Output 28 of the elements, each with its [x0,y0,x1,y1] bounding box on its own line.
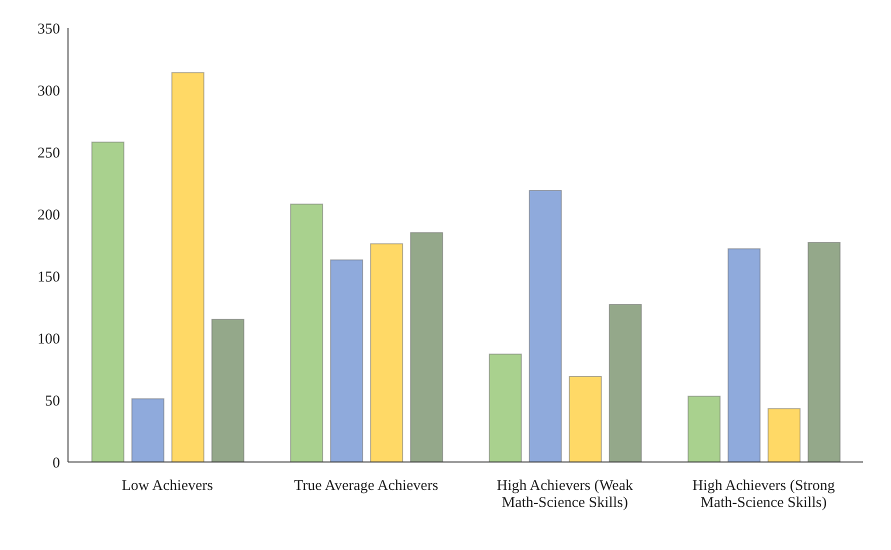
y-tick-label: 50 [45,393,60,410]
bar [528,190,562,462]
bar [728,248,761,462]
bar [688,396,721,462]
y-tick-label: 100 [38,331,60,348]
bar [330,259,364,462]
bar [91,142,124,462]
x-tick-label: True Average Achievers [294,478,438,494]
y-tick-label: 150 [38,269,60,286]
bar [211,318,244,462]
bar [290,204,324,462]
y-tick-label: 350 [38,21,60,38]
bar [131,398,164,462]
bar [608,304,642,462]
y-tick-label: 300 [38,83,60,100]
bar [171,72,204,462]
x-tick-label: High Achievers (Strong Math-Science Skills) [692,478,836,511]
bar [488,354,522,462]
y-tick-label: 250 [38,145,60,162]
bar [568,376,602,462]
bar [410,232,444,462]
bar [768,408,801,462]
y-tick-label: 200 [38,207,60,224]
bar [808,242,841,462]
x-tick-label: High Achievers (Weak Math-Science Skills) [496,478,634,511]
x-tick-label: Low Achievers [122,478,214,494]
bar [370,243,404,462]
y-tick-label: 0 [52,455,60,472]
